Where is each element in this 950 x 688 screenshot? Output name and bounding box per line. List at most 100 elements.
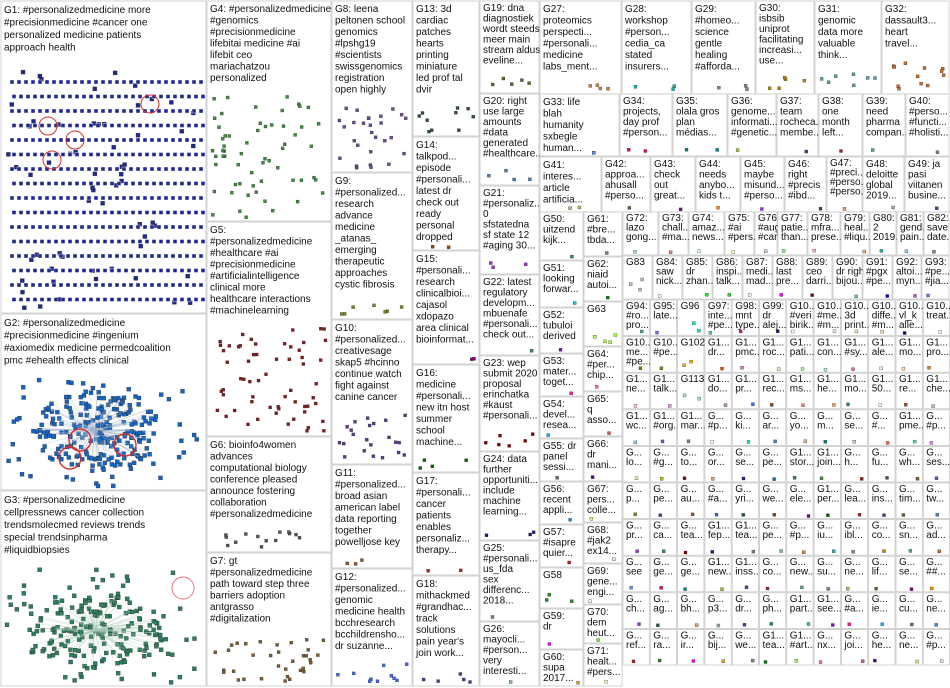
group-label: uitzend xyxy=(543,225,575,236)
group-label: G52: xyxy=(543,310,565,321)
network-node xyxy=(143,629,149,634)
network-node xyxy=(710,550,714,554)
network-node xyxy=(862,249,866,254)
group-label: G68: xyxy=(587,525,609,536)
network-node xyxy=(69,380,74,386)
network-node xyxy=(885,476,889,480)
network-node xyxy=(263,157,267,161)
network-node xyxy=(274,411,278,415)
group-tile: G1...rec... xyxy=(759,372,787,410)
group-box xyxy=(895,336,923,373)
network-node xyxy=(353,562,358,566)
network-node xyxy=(497,442,501,447)
network-edge xyxy=(94,609,152,631)
group-label: prese... xyxy=(811,232,844,243)
network-node xyxy=(321,638,326,642)
group-label: episode xyxy=(416,163,451,174)
group-box xyxy=(786,482,814,519)
network-node xyxy=(165,297,171,302)
group-box xyxy=(742,255,773,300)
group-tile: G15:#personali...researchclinicalbioi...… xyxy=(412,250,480,365)
network-node xyxy=(72,678,77,683)
group-box xyxy=(813,409,841,446)
group-box xyxy=(895,299,923,336)
group-label: G58 xyxy=(543,570,562,581)
network-node xyxy=(93,661,98,666)
network-edge xyxy=(94,429,119,463)
network-node xyxy=(128,195,134,201)
network-node xyxy=(25,94,31,99)
group-tile: G1...ms... xyxy=(786,372,814,410)
network-node xyxy=(101,467,106,472)
network-node xyxy=(22,601,27,607)
network-node xyxy=(123,94,129,99)
network-node xyxy=(177,108,183,114)
group-label: workshop xyxy=(624,16,668,27)
network-node xyxy=(179,94,185,99)
group-label: G... xyxy=(872,411,888,422)
network-node xyxy=(81,210,87,215)
group-label: registration xyxy=(335,73,384,84)
network-node xyxy=(137,152,143,157)
network-node xyxy=(47,654,52,659)
group-label: gentle xyxy=(695,39,723,50)
network-node xyxy=(116,268,122,273)
group-label: G... xyxy=(681,447,697,458)
network-node xyxy=(512,177,516,182)
group-label: 2017... xyxy=(543,673,574,684)
group-label: dr xyxy=(686,267,696,278)
group-label: wc... xyxy=(625,420,647,431)
group-label: ne... xyxy=(844,567,863,578)
group-label: approach health xyxy=(4,43,76,54)
network-node xyxy=(371,454,376,458)
network-node xyxy=(179,210,185,215)
network-node xyxy=(39,152,45,157)
network-node xyxy=(193,210,199,215)
network-node xyxy=(740,366,744,370)
network-node xyxy=(65,282,71,288)
group-tile: G1...pmc... xyxy=(731,336,762,373)
network-node xyxy=(319,327,323,331)
network-node xyxy=(305,429,309,433)
network-node xyxy=(130,123,136,128)
network-node xyxy=(85,666,90,671)
network-node xyxy=(81,152,87,157)
group-label: pain year's xyxy=(416,637,464,648)
network-node xyxy=(215,408,220,413)
network-node xyxy=(368,123,373,127)
group-label: ar... xyxy=(763,420,780,431)
network-node xyxy=(107,79,113,85)
group-box xyxy=(740,156,785,213)
network-node xyxy=(834,74,838,78)
network-node xyxy=(342,125,346,129)
group-label: ra... xyxy=(653,640,670,651)
network-node xyxy=(106,457,111,462)
network-node xyxy=(212,97,216,101)
group-box xyxy=(868,336,896,373)
group-box xyxy=(832,255,863,300)
network-node xyxy=(150,220,155,225)
group-box xyxy=(479,355,540,452)
group-label: G69: xyxy=(587,566,609,577)
network-edge xyxy=(69,429,96,463)
network-node xyxy=(81,653,87,659)
group-label: su... xyxy=(817,567,836,578)
group-tile: G59:dr xyxy=(539,608,584,650)
network-node xyxy=(343,455,347,459)
network-node xyxy=(53,123,59,128)
network-node xyxy=(901,366,906,371)
group-label: peltonen school xyxy=(335,16,405,27)
network-node xyxy=(880,329,884,334)
network-node xyxy=(638,287,642,292)
network-node xyxy=(72,653,78,659)
group-label: G... xyxy=(844,447,860,458)
group-label: talkpod... xyxy=(416,152,457,163)
network-node xyxy=(114,108,120,114)
group-label: G10... xyxy=(653,338,680,349)
network-node xyxy=(95,239,101,244)
network-node xyxy=(31,119,36,124)
network-node xyxy=(9,79,15,85)
group-label: #personali... xyxy=(483,411,537,422)
group-label: #ro... xyxy=(626,311,649,322)
network-node xyxy=(291,178,295,182)
